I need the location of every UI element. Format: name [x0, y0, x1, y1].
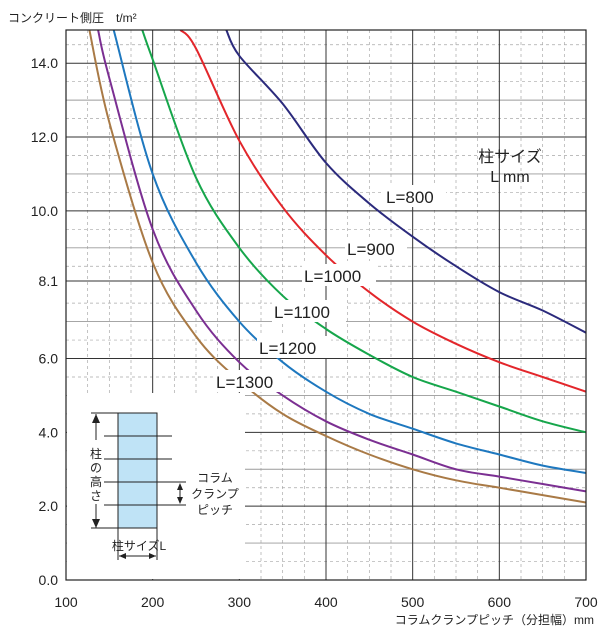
y-tick-label: 12.0 — [31, 129, 58, 145]
plot-frame — [65, 29, 587, 581]
series-label-bg-900 — [345, 237, 407, 259]
series-label-1100: L=1100 — [274, 303, 330, 322]
series-label-1200: L=1200 — [259, 339, 316, 358]
x-tick-label: 600 — [488, 594, 512, 610]
y-tick-labels: 0.0 2.0 4.0 6.0 8.1 10.0 12.0 14.0 — [31, 55, 58, 588]
y-tick-label: 6.0 — [39, 351, 59, 367]
size-arrowhead-left — [119, 553, 126, 559]
x-tick-label: 500 — [401, 594, 425, 610]
height-arrowhead-top — [92, 414, 100, 423]
x-tick-label: 100 — [54, 594, 78, 610]
size-arrowhead-right — [149, 553, 156, 559]
x-tick-label: 200 — [141, 594, 165, 610]
series-label-bg-1000 — [302, 264, 376, 286]
column-shape — [117, 412, 158, 529]
inset-height-char-1: 柱 — [90, 446, 102, 461]
y-tick-label: 4.0 — [39, 424, 59, 440]
series-label-bg-800 — [384, 185, 446, 207]
column-inset-diagram: 柱 の 高 さ コラム クランプ ピッチ 柱サイズL — [67, 393, 245, 579]
y-tick-label: 8.1 — [39, 273, 59, 289]
y-axis-label: コンクリート側圧 t/m² — [8, 11, 137, 25]
inset-height-char-3: 高 — [90, 474, 102, 489]
y-tick-label: 14.0 — [31, 55, 58, 71]
x-tick-label: 700 — [574, 594, 598, 610]
series-label-bg-1300 — [214, 370, 288, 392]
inset-pitch-line-2: クランプ — [191, 487, 239, 501]
x-axis-label: コラムクランプピッチ（分担幅）mm — [395, 612, 594, 627]
inset-pitch-line-3: ピッチ — [197, 503, 233, 517]
height-arrowhead-bottom — [92, 519, 100, 528]
x-tick-label: 300 — [228, 594, 252, 610]
series-line-L-1200 — [97, 30, 586, 493]
inset-pitch-line-1: コラム — [197, 471, 233, 485]
y-tick-label: 2.0 — [39, 498, 59, 514]
series-label-800: L=800 — [386, 188, 434, 207]
legend-title-line-2: L mm — [490, 169, 529, 186]
series-labels: L=800 L=900 L=1000 L=1100 L=1200 L=1300 — [214, 185, 446, 392]
series-line-L-1000 — [141, 30, 586, 434]
inset-size-label: 柱サイズL — [112, 538, 167, 553]
series-line-L-1100 — [112, 30, 586, 474]
x-tick-labels: 100 200 300 400 500 600 700 — [54, 594, 598, 610]
series-label-bg-1100 — [272, 300, 346, 322]
series-label-900: L=900 — [347, 240, 395, 259]
pitch-arrowhead-bottom — [177, 497, 183, 504]
inset-height-char-4: さ — [90, 489, 102, 503]
pitch-arrowhead-top — [177, 483, 183, 490]
inset-height-char-2: の — [90, 461, 102, 475]
legend-title-line-1: 柱サイズ — [478, 148, 542, 166]
series-line-L-1300 — [88, 30, 586, 504]
series-label-1000: L=1000 — [304, 267, 361, 286]
x-tick-label: 400 — [314, 594, 338, 610]
y-tick-label: 10.0 — [31, 203, 58, 219]
y-tick-label: 0.0 — [39, 572, 59, 588]
series-label-1300: L=1300 — [216, 373, 273, 392]
series-line-L-800 — [225, 30, 586, 334]
series-label-bg-1200 — [257, 336, 331, 358]
